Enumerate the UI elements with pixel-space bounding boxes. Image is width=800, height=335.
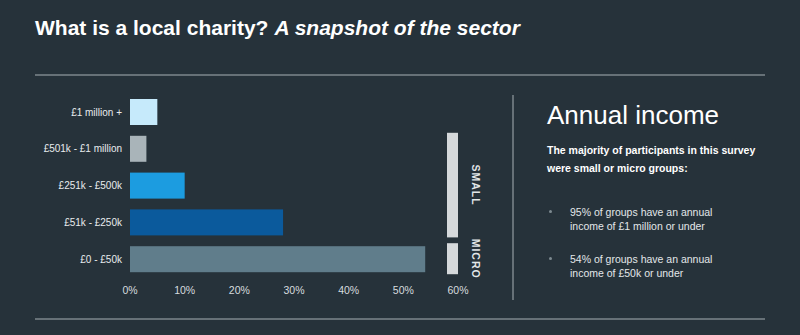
bottom-rule <box>35 319 765 320</box>
category-label: £0 - £50k <box>80 254 123 265</box>
bars <box>130 99 425 272</box>
title-italic: A snapshot of the sector <box>273 16 521 39</box>
tick-label: 30% <box>283 284 304 296</box>
category-label: £1 million + <box>71 107 122 118</box>
group-bracket <box>447 243 458 274</box>
sidebar-heading: Annual income <box>547 100 719 130</box>
bar <box>130 209 283 235</box>
bullet-text: 54% of groups have an annual income of £… <box>570 253 712 279</box>
tick-label: 0% <box>122 284 137 296</box>
bullet-text: 95% of groups have an annual income of £… <box>570 206 712 232</box>
group-label: SMALL <box>470 165 482 206</box>
tick-label: 40% <box>338 284 359 296</box>
tick-label: 50% <box>393 284 414 296</box>
sidebar-intro: The majority of participants in this sur… <box>547 141 769 177</box>
category-label: £251k - £500k <box>59 180 123 191</box>
divider <box>513 95 514 300</box>
sidebar-bullet: 54% of groups have an annual income of £… <box>547 252 740 280</box>
tick-label: 10% <box>174 284 195 296</box>
group-bracket <box>447 133 458 238</box>
bar <box>130 246 425 272</box>
tick-label: 60% <box>447 284 468 296</box>
category-label: £501k - £1 million <box>44 143 122 154</box>
title: What is a local charity?A snapshot of th… <box>35 16 522 39</box>
page: What is a local charity?A snapshot of th… <box>0 0 800 335</box>
bar <box>130 99 157 125</box>
bar <box>130 173 185 199</box>
title-main: What is a local charity? <box>35 16 268 39</box>
bullet-dot <box>549 210 552 213</box>
tick-label: 20% <box>229 284 250 296</box>
top-rule <box>35 75 765 76</box>
group-label: MICRO <box>470 239 482 279</box>
sidebar-list: 95% of groups have an annual income of £… <box>547 205 777 299</box>
sidebar-bullet: 95% of groups have an annual income of £… <box>547 205 740 233</box>
category-label: £51k - £250k <box>64 217 123 228</box>
bar <box>130 136 146 162</box>
bullet-dot <box>549 257 552 260</box>
